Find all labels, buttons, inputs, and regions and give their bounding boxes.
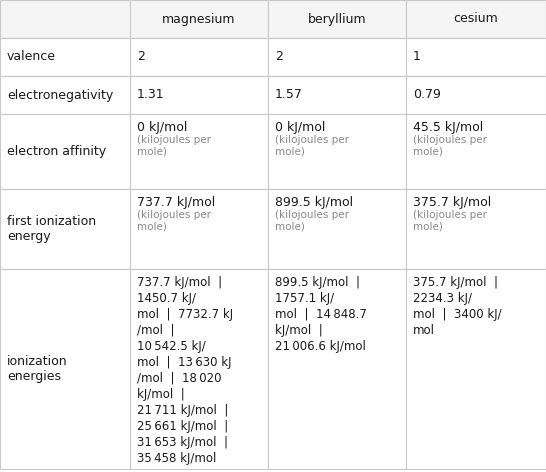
Text: electron affinity: electron affinity bbox=[7, 145, 106, 158]
Bar bbox=[268, 269, 406, 469]
Text: 0 kJ/mol: 0 kJ/mol bbox=[137, 121, 187, 134]
Text: 0.79: 0.79 bbox=[413, 89, 441, 101]
Text: (kilojoules per
mole): (kilojoules per mole) bbox=[137, 135, 211, 157]
Text: 737.7 kJ/mol: 737.7 kJ/mol bbox=[137, 196, 215, 209]
Bar bbox=[130, 269, 268, 469]
Bar bbox=[0, 0, 130, 38]
Bar bbox=[0, 76, 130, 114]
Bar bbox=[406, 0, 546, 38]
Text: 45.5 kJ/mol: 45.5 kJ/mol bbox=[413, 121, 483, 134]
Bar bbox=[0, 114, 130, 189]
Text: 2: 2 bbox=[137, 51, 145, 64]
Bar bbox=[406, 38, 546, 76]
Text: valence: valence bbox=[7, 51, 56, 64]
Text: 1.31: 1.31 bbox=[137, 89, 165, 101]
Bar bbox=[130, 189, 268, 269]
Bar bbox=[268, 114, 406, 189]
Bar bbox=[268, 76, 406, 114]
Text: first ionization
energy: first ionization energy bbox=[7, 215, 96, 243]
Bar bbox=[0, 38, 130, 76]
Bar bbox=[130, 0, 268, 38]
Text: beryllium: beryllium bbox=[308, 12, 366, 25]
Text: ionization
energies: ionization energies bbox=[7, 355, 68, 383]
Text: 2: 2 bbox=[275, 51, 283, 64]
Bar bbox=[0, 269, 130, 469]
Text: 375.7 kJ/mol  |
2234.3 kJ/
mol  |  3400 kJ/
mol: 375.7 kJ/mol | 2234.3 kJ/ mol | 3400 kJ/… bbox=[413, 276, 502, 337]
Text: 375.7 kJ/mol: 375.7 kJ/mol bbox=[413, 196, 491, 209]
Bar bbox=[406, 114, 546, 189]
Bar bbox=[406, 189, 546, 269]
Text: 737.7 kJ/mol  |
1450.7 kJ/
mol  |  7732.7 kJ
/mol  |
10 542.5 kJ/
mol  |  13 630: 737.7 kJ/mol | 1450.7 kJ/ mol | 7732.7 k… bbox=[137, 276, 233, 465]
Bar bbox=[268, 0, 406, 38]
Bar bbox=[406, 76, 546, 114]
Bar bbox=[130, 76, 268, 114]
Bar bbox=[406, 269, 546, 469]
Text: cesium: cesium bbox=[454, 12, 498, 25]
Text: (kilojoules per
mole): (kilojoules per mole) bbox=[413, 210, 487, 232]
Text: magnesium: magnesium bbox=[162, 12, 236, 25]
Bar bbox=[268, 189, 406, 269]
Text: 899.5 kJ/mol  |
1757.1 kJ/
mol  |  14 848.7
kJ/mol  |
21 006.6 kJ/mol: 899.5 kJ/mol | 1757.1 kJ/ mol | 14 848.7… bbox=[275, 276, 367, 353]
Bar bbox=[268, 38, 406, 76]
Text: (kilojoules per
mole): (kilojoules per mole) bbox=[275, 210, 349, 232]
Text: (kilojoules per
mole): (kilojoules per mole) bbox=[137, 210, 211, 232]
Text: 1.57: 1.57 bbox=[275, 89, 303, 101]
Bar bbox=[130, 114, 268, 189]
Text: (kilojoules per
mole): (kilojoules per mole) bbox=[275, 135, 349, 157]
Text: electronegativity: electronegativity bbox=[7, 89, 113, 101]
Text: (kilojoules per
mole): (kilojoules per mole) bbox=[413, 135, 487, 157]
Bar bbox=[0, 189, 130, 269]
Text: 899.5 kJ/mol: 899.5 kJ/mol bbox=[275, 196, 353, 209]
Text: 1: 1 bbox=[413, 51, 421, 64]
Text: 0 kJ/mol: 0 kJ/mol bbox=[275, 121, 325, 134]
Bar bbox=[130, 38, 268, 76]
